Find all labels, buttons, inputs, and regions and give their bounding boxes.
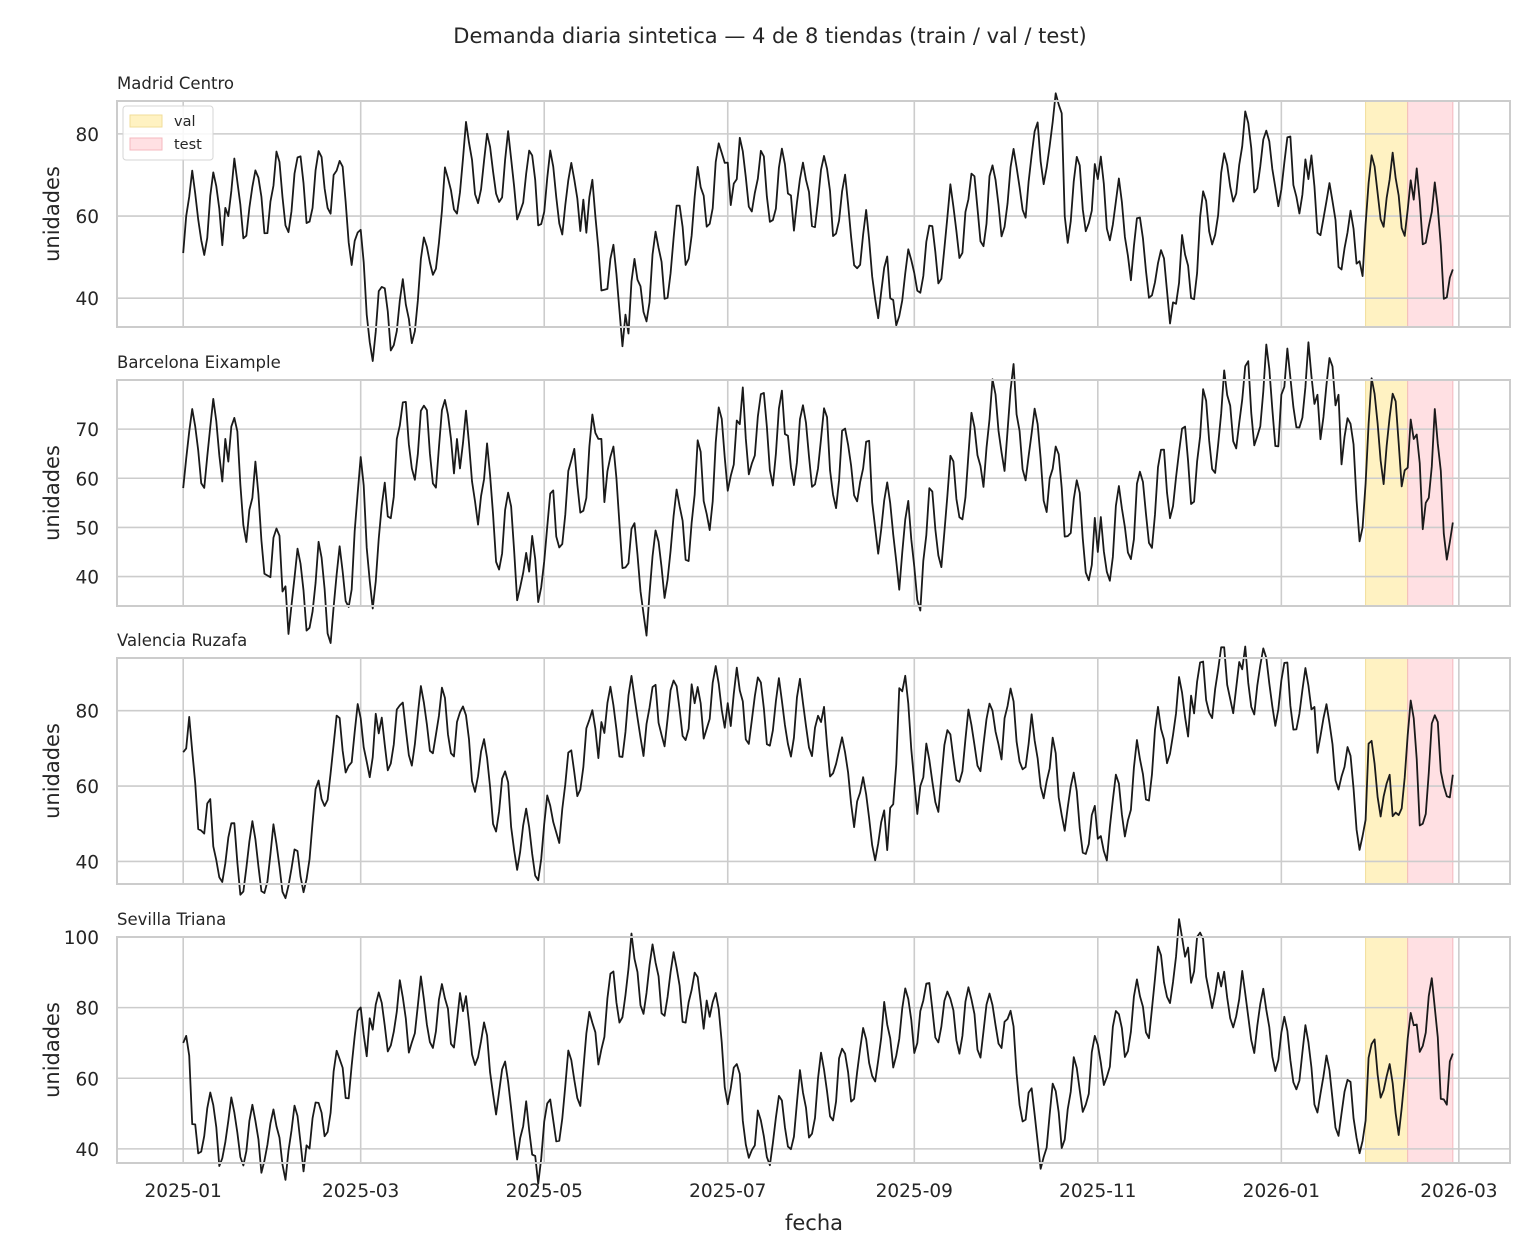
val-band (1365, 657, 1409, 885)
test-band (1407, 379, 1454, 607)
legend: val test (122, 105, 214, 161)
panel-4: 40 60 80 100 Sevilla Triana unidades (40, 910, 1511, 1185)
panels: 40 60 80 Madrid Centro unidades val test 40 50 60… (40, 74, 1511, 1185)
series-line (182, 341, 1454, 644)
series-line (182, 645, 1454, 900)
test-band (1407, 100, 1454, 328)
test-band (1407, 657, 1454, 885)
y-axis-label: unidades (40, 166, 64, 262)
val-band (1365, 379, 1409, 607)
y-axis-label: unidades (40, 723, 64, 819)
x-tick-label: 2025-05 (506, 1181, 583, 1202)
y-axis-label: unidades (40, 1002, 64, 1098)
y-tick-label: 40 (75, 568, 99, 589)
y-tick-label: 80 (75, 125, 99, 146)
panel-3: 40 60 80 Valencia Ruzafa unidades (40, 631, 1511, 900)
y-tick-label: 40 (75, 289, 99, 310)
x-tick-label: 2025-01 (145, 1181, 222, 1202)
series-line (182, 918, 1454, 1185)
x-tick-label: 2025-07 (689, 1181, 766, 1202)
y-tick-label: 60 (75, 777, 99, 798)
x-tick-label: 2025-11 (1059, 1181, 1136, 1202)
y-tick-label: 60 (75, 1069, 99, 1090)
legend-label-test: test (174, 137, 202, 153)
y-axis-label: unidades (40, 445, 64, 541)
legend-label-val: val (174, 114, 196, 130)
y-tick-label: 60 (75, 469, 99, 490)
panel-title: Barcelona Eixample (117, 353, 281, 372)
axes-frame (116, 379, 1511, 607)
x-axis-ticks: 2025-01 2025-03 2025-05 2025-07 2025-09 2025-… (145, 1181, 1498, 1202)
y-tick-label: 70 (75, 420, 99, 441)
val-band (1365, 100, 1409, 328)
y-tick-label: 40 (75, 852, 99, 873)
panel-title: Valencia Ruzafa (117, 631, 247, 650)
y-tick-label: 80 (75, 999, 99, 1020)
chart-title: Demanda diaria sintetica — 4 de 8 tienda… (453, 24, 1086, 48)
legend-swatch-test (129, 137, 163, 151)
series-line (182, 92, 1454, 362)
y-tick-label: 80 (75, 702, 99, 723)
x-tick-label: 2026-03 (1420, 1181, 1497, 1202)
axes-frame (116, 657, 1511, 885)
panel-title: Sevilla Triana (117, 910, 226, 929)
panel-title: Madrid Centro (117, 74, 234, 93)
y-tick-label: 40 (75, 1140, 99, 1161)
x-axis-label: fecha (785, 1211, 843, 1235)
val-band (1365, 936, 1409, 1164)
y-tick-label: 50 (75, 518, 99, 539)
legend-swatch-val (129, 114, 163, 128)
panel-1: 40 60 80 Madrid Centro unidades val test (40, 74, 1511, 362)
x-tick-label: 2025-03 (322, 1181, 399, 1202)
y-tick-label: 100 (64, 928, 99, 949)
y-tick-label: 60 (75, 207, 99, 228)
x-tick-label: 2025-09 (876, 1181, 953, 1202)
panel-2: 40 50 60 70 Barcelona Eixample unidades (40, 341, 1511, 644)
x-tick-label: 2026-01 (1243, 1181, 1320, 1202)
axes-frame (116, 936, 1511, 1164)
test-band (1407, 936, 1454, 1164)
axes-frame (116, 100, 1511, 328)
